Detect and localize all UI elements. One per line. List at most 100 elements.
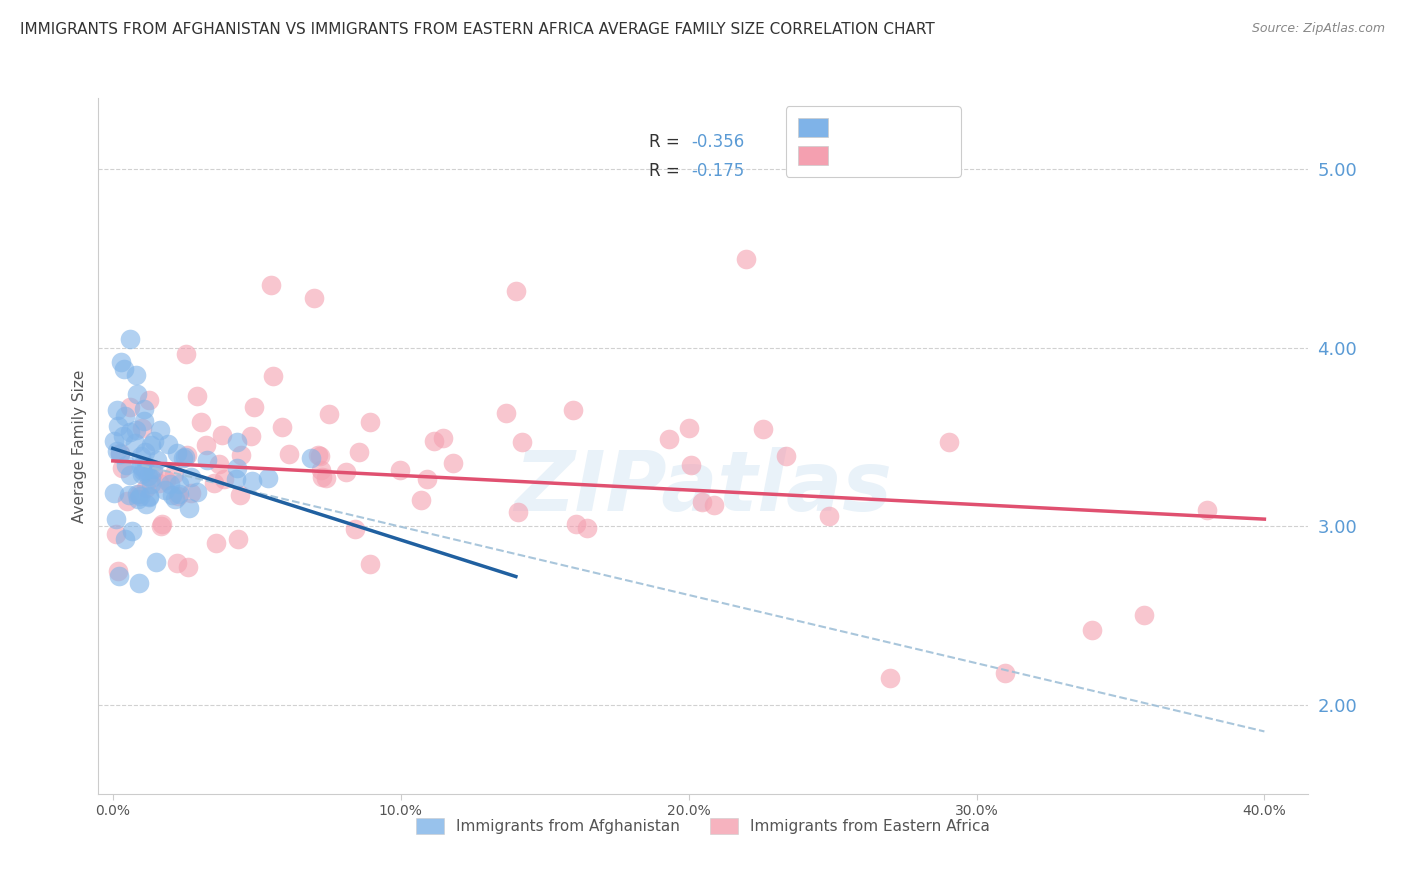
Point — [180, 469, 202, 483]
Point — [194, 438, 217, 452]
Point — [278, 447, 301, 461]
Point — [124, 436, 146, 450]
Point — [118, 488, 141, 502]
Point — [134, 445, 156, 459]
Point — [176, 560, 198, 574]
Point — [409, 493, 432, 508]
Point — [131, 467, 153, 482]
Point — [138, 490, 160, 504]
Point — [129, 449, 152, 463]
Point — [148, 475, 170, 490]
Point — [318, 407, 340, 421]
Point — [679, 458, 702, 472]
Y-axis label: Average Family Size: Average Family Size — [72, 369, 87, 523]
Point — [146, 453, 169, 467]
Point — [132, 414, 155, 428]
Point — [117, 494, 139, 508]
Point — [423, 434, 446, 448]
Point — [212, 472, 235, 486]
Text: IMMIGRANTS FROM AFGHANISTAN VS IMMIGRANTS FROM EASTERN AFRICA AVERAGE FAMILY SIZ: IMMIGRANTS FROM AFGHANISTAN VS IMMIGRANT… — [20, 22, 935, 37]
Point — [177, 501, 200, 516]
Point — [576, 521, 599, 535]
Point — [110, 448, 132, 462]
Point — [205, 536, 228, 550]
Point — [134, 463, 156, 477]
Point — [176, 448, 198, 462]
Point — [111, 461, 134, 475]
Point — [128, 487, 150, 501]
Point — [510, 435, 533, 450]
Text: R =: R = — [648, 133, 685, 151]
Point — [129, 458, 152, 473]
Point — [141, 470, 163, 484]
Point — [135, 497, 157, 511]
Point — [103, 434, 125, 448]
Point — [166, 557, 188, 571]
Point — [735, 252, 758, 266]
Point — [121, 524, 143, 539]
Point — [131, 421, 153, 435]
Point — [149, 519, 172, 533]
Point — [1195, 503, 1218, 517]
Point — [243, 400, 266, 414]
Point — [299, 450, 322, 465]
Point — [432, 431, 454, 445]
Point — [163, 467, 186, 482]
Text: N =: N = — [800, 133, 837, 151]
Point — [307, 448, 329, 462]
Point — [211, 427, 233, 442]
Point — [775, 450, 797, 464]
Point — [114, 532, 136, 546]
Text: R =: R = — [648, 162, 685, 180]
Point — [565, 517, 588, 532]
Text: 67: 67 — [838, 133, 859, 151]
Point — [173, 450, 195, 464]
Point — [994, 665, 1017, 680]
Text: -0.175: -0.175 — [690, 162, 744, 180]
Point — [388, 463, 411, 477]
Point — [153, 483, 176, 497]
Text: ZIPatlas: ZIPatlas — [515, 447, 891, 528]
Point — [138, 489, 160, 503]
Point — [260, 278, 283, 293]
Point — [226, 460, 249, 475]
Point — [186, 484, 208, 499]
Point — [818, 508, 841, 523]
Point — [125, 423, 148, 437]
Point — [107, 569, 129, 583]
Point — [416, 473, 439, 487]
Point — [107, 418, 129, 433]
Point — [262, 368, 284, 383]
Point — [169, 487, 191, 501]
Point — [145, 555, 167, 569]
Point — [105, 444, 128, 458]
Point — [505, 284, 527, 298]
Point — [311, 470, 333, 484]
Point — [141, 438, 163, 452]
Point — [155, 473, 177, 487]
Point — [125, 368, 148, 382]
Point — [159, 477, 181, 491]
Point — [347, 445, 370, 459]
Point — [174, 347, 197, 361]
Point — [226, 532, 249, 546]
Point — [311, 463, 333, 477]
Legend: Immigrants from Afghanistan, Immigrants from Eastern Africa: Immigrants from Afghanistan, Immigrants … — [412, 814, 994, 838]
Point — [110, 355, 132, 369]
Point — [938, 434, 960, 449]
Point — [129, 489, 152, 503]
Point — [141, 477, 163, 491]
Point — [142, 465, 165, 479]
Point — [343, 522, 366, 536]
Point — [167, 489, 190, 503]
Point — [240, 474, 263, 488]
Point — [225, 471, 247, 485]
Point — [105, 403, 128, 417]
Point — [202, 475, 225, 490]
Point — [315, 471, 337, 485]
Point — [190, 415, 212, 429]
Point — [226, 434, 249, 449]
Point — [208, 457, 231, 471]
Point — [562, 403, 585, 417]
Point — [128, 576, 150, 591]
